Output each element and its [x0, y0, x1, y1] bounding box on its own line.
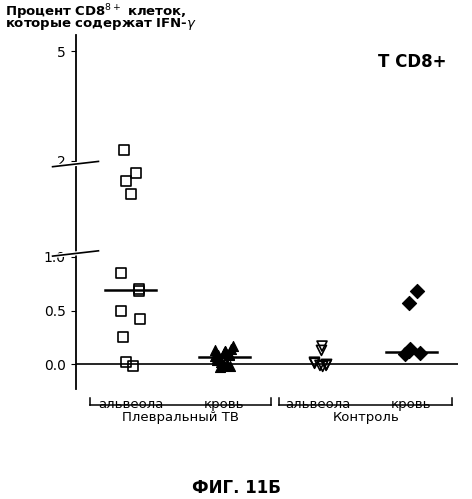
- Point: [405, 347, 413, 355]
- Point: [132, 169, 139, 177]
- Point: [122, 178, 130, 186]
- Point: [311, 358, 318, 366]
- Point: [213, 356, 221, 364]
- Point: [224, 360, 231, 368]
- Text: ФИГ. 11Б: ФИГ. 11Б: [192, 479, 280, 497]
- Point: [401, 350, 409, 358]
- Point: [119, 333, 127, 341]
- Point: [136, 315, 144, 323]
- Point: [120, 146, 127, 154]
- Point: [229, 342, 236, 350]
- Point: [214, 354, 221, 362]
- Point: [221, 347, 228, 355]
- Point: [129, 362, 137, 370]
- Text: которые содержат IFN-$\gamma$: которые содержат IFN-$\gamma$: [5, 16, 196, 32]
- Point: [221, 347, 229, 355]
- Point: [227, 345, 235, 353]
- Point: [225, 351, 233, 359]
- Point: [226, 350, 233, 358]
- Point: [211, 352, 219, 360]
- Point: [318, 342, 326, 350]
- Text: Плевральный ТВ: Плевральный ТВ: [122, 411, 239, 424]
- Point: [322, 361, 330, 369]
- Point: [117, 269, 125, 277]
- Point: [319, 362, 327, 370]
- Text: Процент CD8$^{8+}$ клеток,: Процент CD8$^{8+}$ клеток,: [5, 2, 186, 22]
- Point: [118, 306, 125, 314]
- Point: [406, 345, 414, 353]
- Point: [417, 349, 424, 357]
- Point: [220, 349, 228, 357]
- Point: [214, 351, 222, 359]
- Point: [413, 287, 421, 295]
- Point: [323, 360, 330, 368]
- Point: [220, 361, 228, 369]
- Point: [127, 190, 135, 198]
- Point: [316, 361, 324, 369]
- Point: [217, 363, 224, 371]
- Point: [211, 346, 219, 354]
- Text: T CD8+: T CD8+: [378, 53, 447, 71]
- Point: [311, 359, 318, 367]
- Point: [135, 285, 143, 293]
- Point: [217, 358, 224, 366]
- Point: [405, 299, 413, 307]
- Point: [135, 287, 143, 295]
- Point: [123, 358, 130, 366]
- Text: Контроль: Контроль: [332, 411, 399, 424]
- Point: [318, 346, 325, 354]
- Point: [227, 362, 234, 370]
